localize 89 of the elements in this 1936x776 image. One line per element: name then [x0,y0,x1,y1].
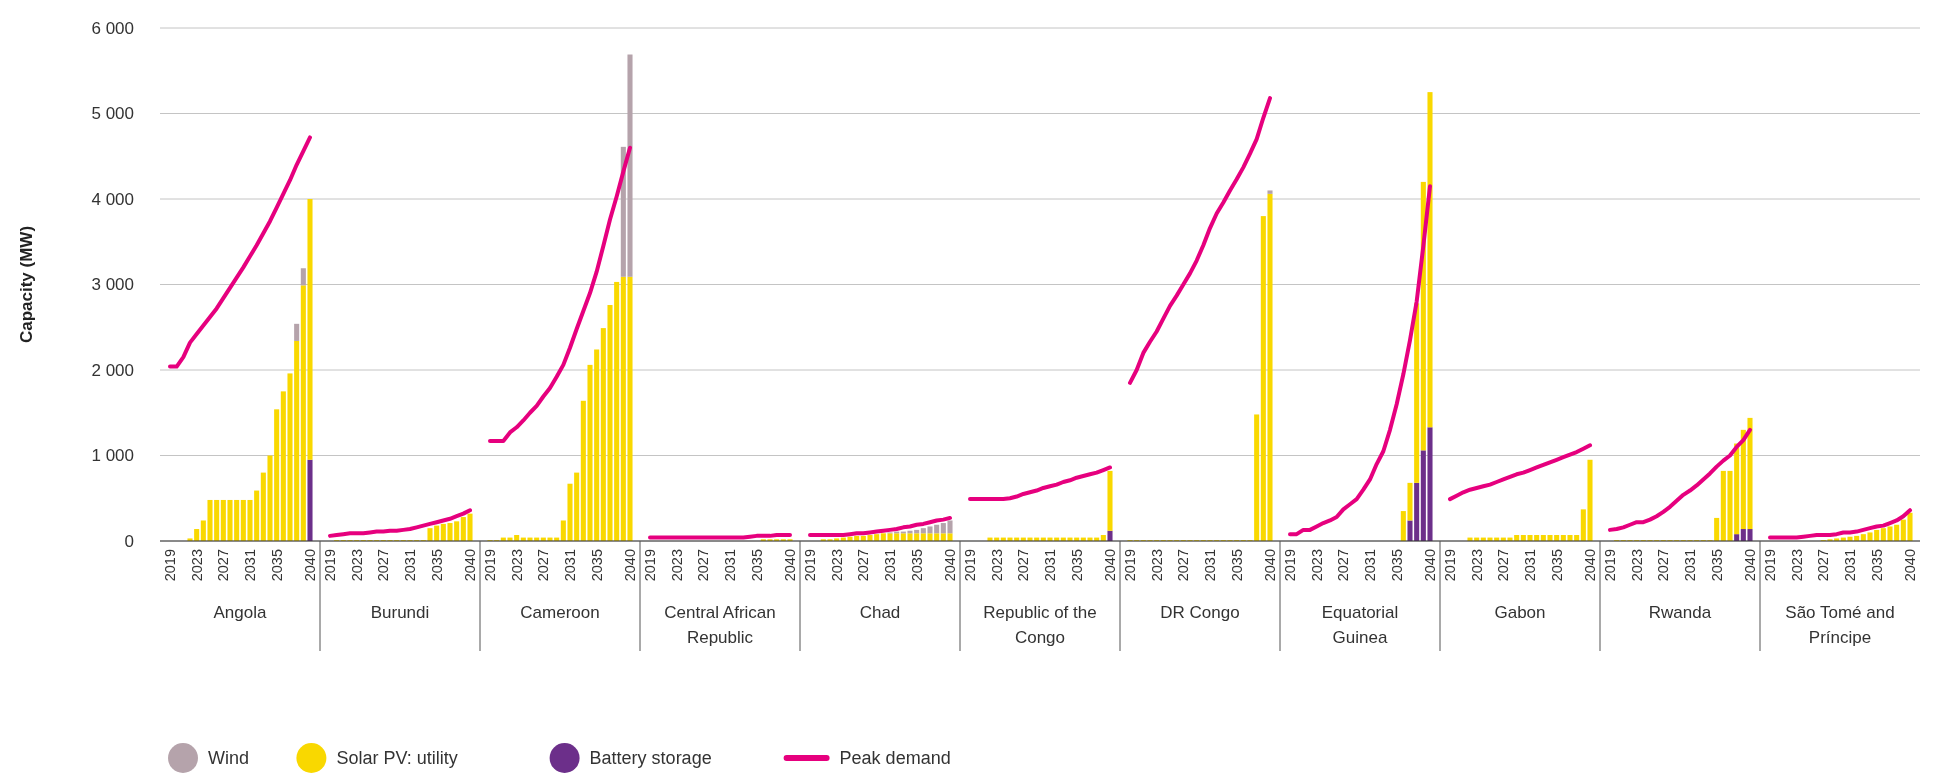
x-tick-label: 2031 [1842,549,1859,582]
x-tick-label: 2027 [1015,549,1032,582]
y-tick-label: 5 000 [91,104,134,124]
y-axis-title: Capacity (MW) [17,225,36,344]
text: Cameroon [520,603,600,622]
x-tick-label: 2027 [855,549,872,582]
legend-label: Solar PV: utility [336,748,458,769]
y-tick-label: 1 000 [91,446,134,466]
x-tick-label: 2027 [1495,549,1512,582]
x-tick-label: 2027 [1175,549,1192,582]
x-tick-label: 2035 [748,549,765,582]
x-tick-label: 2035 [1708,549,1725,582]
text: Rwanda [1648,603,1712,622]
x-tick-label: 2035 [1548,549,1565,582]
text: Equatorial Guinea [1321,603,1399,647]
x-tick-label: 2023 [1788,549,1805,582]
x-tick-label: 2019 [322,549,339,582]
x-tick-label: 2035 [1068,549,1085,582]
x-tick-label: 2019 [802,549,819,582]
x-tick-label: 2023 [188,549,205,582]
x-tick-label: 2040 [1582,549,1599,582]
x-tick-label: 2031 [562,549,579,582]
x-tick-label: 2023 [1468,549,1485,582]
text: Republic of the Congo [983,603,1097,647]
x-tick-label: 2035 [1228,549,1245,582]
text: Gabon [1494,603,1546,622]
x-tick-label: 2023 [1308,549,1325,582]
text: Angola [213,603,268,622]
x-tick-label: 2035 [428,549,445,582]
x-tick-label: 2027 [1815,549,1832,582]
x-tick-label: 2040 [1742,549,1759,582]
x-tick-label: 2019 [1122,549,1139,582]
x-tick-label: 2035 [1868,549,1885,582]
x-tick-label: 2019 [482,549,499,582]
x-tick-label: 2035 [1388,549,1405,582]
legend-label: Battery storage [589,748,712,769]
legend-label: Wind [208,748,250,769]
x-tick-label: 2019 [1282,549,1299,582]
x-tick-label: 2031 [1202,549,1219,582]
x-tick-label: 2035 [268,549,285,582]
x-tick-label: 2040 [942,549,959,582]
x-tick-label: 2019 [962,549,979,582]
x-tick-label: 2040 [1262,549,1279,582]
x-tick-label: 2023 [668,549,685,582]
x-tick-label: 2035 [588,549,605,582]
x-tick-label: 2027 [1655,549,1672,582]
x-tick-label: 2035 [908,549,925,582]
text: Burundi [370,603,430,622]
x-tick-label: 2023 [828,549,845,582]
x-tick-label: 2027 [695,549,712,582]
x-tick-label: 2040 [302,549,319,582]
x-tick-label: 2031 [1682,549,1699,582]
x-tick-label: 2023 [348,549,365,582]
x-tick-label: 2040 [462,549,479,582]
x-tick-label: 2031 [242,549,259,582]
x-tick-label: 2040 [1102,549,1119,582]
y-tick-label: 0 [124,531,134,551]
x-tick-label: 2031 [402,549,419,582]
x-tick-label: 2023 [1148,549,1165,582]
text: Chad [859,603,901,622]
legend-label: Peak demand [839,748,951,769]
x-tick-label: 2023 [1628,549,1645,582]
x-tick-label: 2027 [535,549,552,582]
x-tick-label: 2027 [1335,549,1352,582]
x-tick-label: 2019 [162,549,179,582]
x-tick-label: 2031 [722,549,739,582]
x-tick-label: 2031 [1362,549,1379,582]
x-tick-label: 2019 [1762,549,1779,582]
x-tick-label: 2027 [215,549,232,582]
x-tick-label: 2031 [1042,549,1059,582]
text: Central African Republic [664,603,776,647]
x-tick-label: 2019 [1442,549,1459,582]
x-tick-label: 2040 [1422,549,1439,582]
x-tick-label: 2040 [622,549,639,582]
y-tick-label: 4 000 [91,189,134,209]
text: São Tomé and Príncipe [1785,603,1895,647]
y-tick-label: 6 000 [91,18,134,38]
y-tick-label: 2 000 [91,360,134,380]
x-tick-label: 2040 [782,549,799,582]
x-tick-label: 2031 [1522,549,1539,582]
x-tick-label: 2027 [375,549,392,582]
x-tick-label: 2023 [988,549,1005,582]
x-tick-label: 2040 [1902,549,1919,582]
x-tick-label: 2019 [1602,549,1619,582]
x-tick-label: 2023 [508,549,525,582]
y-tick-label: 3 000 [91,275,134,295]
x-tick-label: 2031 [882,549,899,582]
x-tick-label: 2019 [642,549,659,582]
text: DR Congo [1160,603,1240,622]
